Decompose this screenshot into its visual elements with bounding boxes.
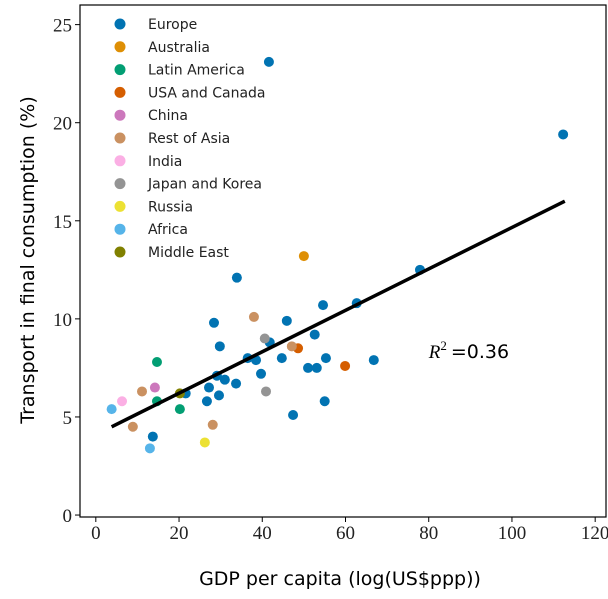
legend-marker <box>114 64 126 76</box>
annotation-exponent: 2 <box>440 338 447 353</box>
scatter-point <box>106 404 117 415</box>
legend-marker <box>114 41 126 53</box>
scatter-point <box>256 368 267 379</box>
legend-marker <box>114 246 126 258</box>
scatter-point <box>340 360 351 371</box>
scatter-point <box>558 129 569 140</box>
scatter-point <box>213 390 224 401</box>
x-tick-label: 0 <box>91 523 101 544</box>
x-tick-label: 60 <box>336 523 355 544</box>
legend-marker <box>114 200 126 212</box>
legend-marker <box>114 132 126 144</box>
legend-label: Latin America <box>148 63 245 79</box>
scatter-point <box>144 443 155 454</box>
scatter-point <box>320 353 331 364</box>
scatter-point <box>127 421 138 432</box>
legend-marker <box>114 18 126 30</box>
legend-label: India <box>148 154 182 170</box>
y-tick-label: 5 <box>63 408 73 429</box>
y-axis-label: Transport in final consumption (%) <box>17 96 39 424</box>
scatter-point <box>147 431 158 442</box>
legend-marker <box>114 109 126 121</box>
legend-marker <box>114 155 126 167</box>
scatter-point <box>174 404 185 415</box>
regression-line <box>110 199 566 429</box>
scatter-point <box>298 251 309 262</box>
legend-label: USA and Canada <box>148 85 265 101</box>
scatter-point <box>137 386 148 397</box>
scatter-point <box>303 362 314 373</box>
y-tick-label: 25 <box>53 16 72 37</box>
legend-label: Russia <box>148 199 193 215</box>
annotation-value: =0.36 <box>451 341 509 363</box>
scatter-point <box>319 396 330 407</box>
x-tick-label: 20 <box>170 523 189 544</box>
plot-frame <box>79 4 607 518</box>
scatter-point <box>208 317 219 328</box>
scatter-point <box>117 396 128 407</box>
scatter-point <box>276 353 287 364</box>
y-tick-label: 0 <box>63 506 73 527</box>
scatter-point <box>261 386 272 397</box>
x-tick-label: 120 <box>581 523 608 544</box>
scatter-point <box>318 300 329 311</box>
annotation: R2 =0.36 <box>428 338 509 363</box>
scatter-point <box>207 419 218 430</box>
legend-label: Middle East <box>148 245 229 261</box>
scatter-point <box>231 272 242 283</box>
scatter-point <box>248 311 259 322</box>
scatter-point <box>263 56 274 67</box>
x-axis-label: GDP per capita (log(US$ppp)) <box>199 568 481 590</box>
legend-label: Rest of Asia <box>148 131 230 147</box>
legend-label: Africa <box>148 222 188 238</box>
legend-label: Japan and Korea <box>147 177 262 193</box>
scatter-point <box>151 357 162 368</box>
scatter-point <box>204 382 215 393</box>
y-tick-label: 15 <box>53 212 72 233</box>
legend-label: China <box>148 108 188 124</box>
legend-label: Europe <box>148 17 197 33</box>
scatter-point <box>286 341 297 352</box>
scatter-point <box>309 329 320 340</box>
scatter-point <box>281 315 292 326</box>
legend-marker <box>114 86 126 98</box>
scatter-point <box>311 362 322 373</box>
scatter-point <box>149 382 160 393</box>
scatter-point <box>231 378 242 389</box>
y-tick-label: 10 <box>53 310 72 331</box>
x-tick-label: 80 <box>419 523 438 544</box>
scatter-point <box>288 409 299 420</box>
scatter-point <box>219 374 230 385</box>
annotation-symbol: R <box>428 342 441 363</box>
y-tick-label: 20 <box>53 114 72 135</box>
legend-label: Australia <box>148 40 210 56</box>
legend-marker <box>114 223 126 235</box>
x-tick-label: 40 <box>253 523 272 544</box>
scatter-point <box>368 355 379 366</box>
x-tick-label: 100 <box>498 523 527 544</box>
scatter-point <box>199 437 210 448</box>
scatter-point <box>259 333 270 344</box>
scatter-point <box>214 341 225 352</box>
scatter-point <box>201 396 212 407</box>
legend-marker <box>114 178 126 190</box>
